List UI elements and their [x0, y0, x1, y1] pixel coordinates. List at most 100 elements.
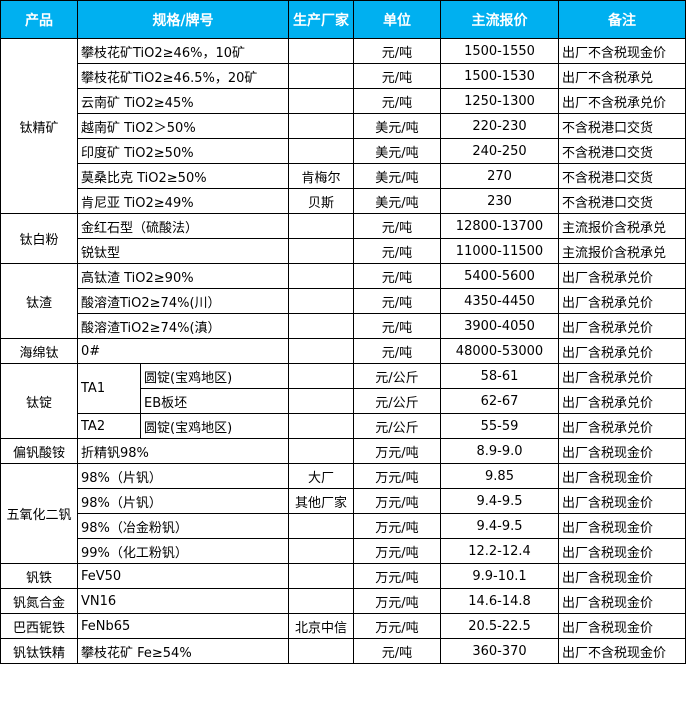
spec-cell: 攀枝花矿TiO2≥46%，10矿 — [77, 38, 289, 64]
price-cell: 3900-4050 — [440, 313, 559, 339]
maker-cell: 北京中信 — [288, 613, 354, 639]
unit-cell: 万元/吨 — [353, 438, 441, 464]
maker-cell — [288, 388, 354, 414]
note-cell: 出厂含税承兑价 — [558, 338, 686, 364]
note-cell: 出厂不含税承兑价 — [558, 88, 686, 114]
unit-cell: 万元/吨 — [353, 538, 441, 564]
maker-cell — [288, 213, 354, 239]
price-cell: 11000-11500 — [440, 238, 559, 264]
spec-cell: 98%（片钒） — [77, 488, 289, 514]
spec-cell: EB板坯 — [140, 388, 289, 414]
maker-cell — [288, 363, 354, 389]
price-cell: 5400-5600 — [440, 263, 559, 289]
note-cell: 出厂含税现金价 — [558, 488, 686, 514]
table-body: 钛精矿 攀枝花矿TiO2≥46%，10矿 元/吨 1500-1550 出厂不含税现金价攀… — [0, 38, 686, 664]
unit-cell: 美元/吨 — [353, 113, 441, 139]
note-cell: 出厂含税现金价 — [558, 463, 686, 489]
spec-cell: 酸溶渣TiO2≥74%(滇） — [77, 313, 289, 339]
price-cell: 55-59 — [440, 413, 559, 439]
note-cell: 出厂不含税现金价 — [558, 638, 686, 664]
note-cell: 不含税港口交货 — [558, 188, 686, 214]
note-cell: 不含税港口交货 — [558, 113, 686, 139]
price-cell: 360-370 — [440, 638, 559, 664]
product-cell: 钛锭 — [0, 363, 78, 439]
note-cell: 出厂含税现金价 — [558, 613, 686, 639]
maker-cell — [288, 563, 354, 589]
table-row: 98%（冶金粉钒） 万元/吨 9.4-9.5 出厂含税现金价 — [1, 513, 686, 539]
unit-cell: 元/吨 — [353, 338, 441, 364]
table-row: 99%（化工粉钒） 万元/吨 12.2-12.4 出厂含税现金价 — [1, 538, 686, 564]
maker-cell — [288, 538, 354, 564]
unit-cell: 万元/吨 — [353, 613, 441, 639]
table-row: 钛白粉 金红石型（硫酸法） 元/吨 12800-13700 主流报价含税承兑 — [0, 213, 686, 264]
note-cell: 主流报价含税承兑 — [558, 238, 686, 264]
grade-cell: TA1 — [77, 363, 141, 414]
spec-cell: 99%（化工粉钒） — [77, 538, 289, 564]
price-cell: 230 — [440, 188, 559, 214]
table-row: 云南矿 TiO2≥45% 元/吨 1250-1300 出厂不含税承兑价 — [1, 88, 686, 114]
product-cell: 钒氮合金 — [0, 588, 78, 614]
spec-cell: 肯尼亚 TiO2≥49% — [77, 188, 289, 214]
spec-cell: 锐钛型 — [77, 238, 289, 264]
unit-cell: 元/吨 — [353, 238, 441, 264]
maker-cell: 其他厂家 — [288, 488, 354, 514]
spec-cell: 圆锭(宝鸡地区) — [140, 363, 289, 389]
unit-cell: 元/吨 — [353, 263, 441, 289]
table-row: TA2 圆锭(宝鸡地区) 元/公斤 55-59 出厂含税承兑价 — [1, 413, 686, 439]
product-cell: 钒钛铁精 — [0, 638, 78, 664]
product-cell: 五氧化二钒 — [0, 463, 78, 564]
price-cell: 12.2-12.4 — [440, 538, 559, 564]
table-row: 酸溶渣TiO2≥74%(川） 元/吨 4350-4450 出厂含税承兑价 — [1, 288, 686, 314]
unit-cell: 元/吨 — [353, 213, 441, 239]
spec-cell: 酸溶渣TiO2≥74%(川） — [77, 288, 289, 314]
table-row: 印度矿 TiO2≥50% 美元/吨 240-250 不含税港口交货 — [1, 138, 686, 164]
table-row: 钒钛铁精 攀枝花矿 Fe≥54% 元/吨 360-370 出厂不含税现金价 — [0, 638, 686, 664]
price-cell: 14.6-14.8 — [440, 588, 559, 614]
product-cell: 钒铁 — [0, 563, 78, 589]
price-cell: 270 — [440, 163, 559, 189]
unit-cell: 元/吨 — [353, 38, 441, 64]
product-cell: 偏钒酸铵 — [0, 438, 78, 464]
spec-cell: 莫桑比克 TiO2≥50% — [77, 163, 289, 189]
note-cell: 出厂含税承兑价 — [558, 288, 686, 314]
note-cell: 出厂含税现金价 — [558, 538, 686, 564]
table-row: 巴西铌铁 FeNb65 北京中信 万元/吨 20.5-22.5 出厂含税现金价 — [0, 613, 686, 639]
note-cell: 出厂含税承兑价 — [558, 363, 686, 389]
unit-cell: 元/吨 — [353, 63, 441, 89]
price-cell: 1500-1550 — [440, 38, 559, 64]
maker-cell — [288, 113, 354, 139]
price-cell: 9.4-9.5 — [440, 513, 559, 539]
spec-cell: 攀枝花矿TiO2≥46.5%，20矿 — [77, 63, 289, 89]
table-row: 钛精矿 攀枝花矿TiO2≥46%，10矿 元/吨 1500-1550 出厂不含税现金价 — [0, 38, 686, 214]
maker-cell: 大厂 — [288, 463, 354, 489]
note-cell: 出厂含税承兑价 — [558, 413, 686, 439]
unit-cell: 元/吨 — [353, 638, 441, 664]
unit-cell: 美元/吨 — [353, 188, 441, 214]
unit-cell: 万元/吨 — [353, 563, 441, 589]
price-cell: 48000-53000 — [440, 338, 559, 364]
product-cell: 钛渣 — [0, 263, 78, 339]
header-product: 产品 — [0, 0, 78, 39]
price-cell: 58-61 — [440, 363, 559, 389]
price-cell: 8.9-9.0 — [440, 438, 559, 464]
unit-cell: 元/吨 — [353, 313, 441, 339]
unit-cell: 美元/吨 — [353, 163, 441, 189]
price-cell: 9.9-10.1 — [440, 563, 559, 589]
unit-cell: 万元/吨 — [353, 488, 441, 514]
header-maker: 生产厂家 — [288, 0, 354, 39]
maker-cell — [288, 88, 354, 114]
unit-cell: 元/公斤 — [353, 363, 441, 389]
unit-cell: 元/吨 — [353, 288, 441, 314]
price-cell: 9.4-9.5 — [440, 488, 559, 514]
maker-cell — [288, 313, 354, 339]
price-cell: 1500-1530 — [440, 63, 559, 89]
note-cell: 出厂含税承兑价 — [558, 388, 686, 414]
note-cell: 出厂含税承兑价 — [558, 263, 686, 289]
unit-cell: 美元/吨 — [353, 138, 441, 164]
table-row: 偏钒酸铵 折精钒98% 万元/吨 8.9-9.0 出厂含税现金价 — [0, 438, 686, 464]
maker-cell — [288, 513, 354, 539]
note-cell: 不含税港口交货 — [558, 163, 686, 189]
spec-cell: 0# — [77, 338, 289, 364]
table-row: 98%（片钒） 其他厂家 万元/吨 9.4-9.5 出厂含税现金价 — [1, 488, 686, 514]
table-row: 肯尼亚 TiO2≥49% 贝斯 美元/吨 230 不含税港口交货 — [1, 188, 686, 214]
